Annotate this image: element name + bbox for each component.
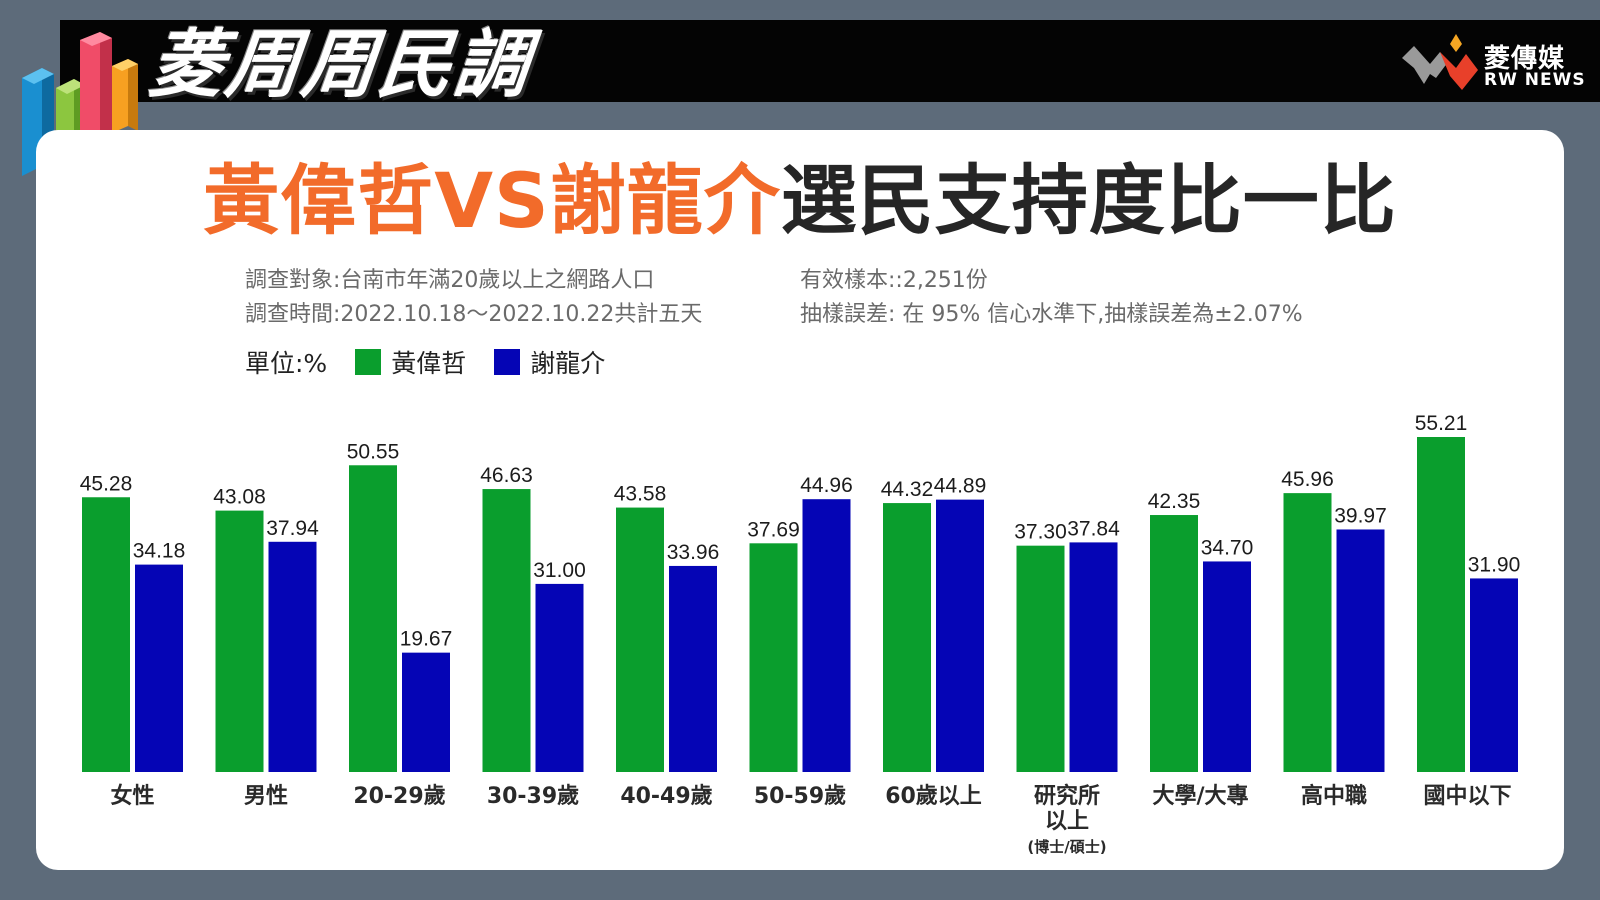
data-label: 34.70 — [1201, 536, 1254, 559]
data-label: 44.32 — [881, 478, 934, 501]
logo-name: 菱傳媒 — [1484, 44, 1566, 74]
bar-huang — [616, 507, 664, 772]
category-label: 50-59歲 — [754, 784, 846, 809]
survey-target: 調查對象:台南市年滿20歲以上之網路人口 — [245, 268, 655, 293]
category-label: 男性 — [244, 784, 288, 809]
data-label: 37.84 — [1067, 517, 1120, 540]
data-label: 50.55 — [347, 440, 400, 463]
data-label: 45.28 — [80, 472, 133, 495]
page-title: 黃偉哲VS謝龍介選民支持度比一比 — [0, 156, 1600, 246]
data-label: 37.69 — [747, 518, 800, 541]
legend-label-hsieh: 謝龍介 — [530, 349, 606, 378]
data-label: 37.30 — [1014, 521, 1067, 544]
data-label: 45.96 — [1281, 468, 1334, 491]
category-label: 大學/大專 — [1152, 783, 1248, 809]
survey-period: 調查時間:2022.10.18～2022.10.22共計五天 — [245, 302, 703, 327]
legend-swatch-green — [355, 349, 382, 375]
bar-huang — [883, 503, 931, 772]
chart-legend: 單位:% 黃偉哲 謝龍介 — [245, 344, 605, 380]
data-label: 34.18 — [133, 540, 186, 563]
legend-swatch-blue — [494, 349, 521, 375]
bar-huang — [1417, 437, 1465, 772]
category-label: 高中職 — [1301, 783, 1367, 809]
unit-label: 單位:% — [245, 349, 328, 378]
bar-hsieh — [402, 652, 450, 772]
title-topic: 選民支持度比一比 — [780, 156, 1397, 245]
bar-hsieh — [936, 499, 984, 772]
category-label-line2: 以上 — [1045, 809, 1089, 834]
bar-huang — [1283, 493, 1332, 772]
survey-sample: 有效樣本::2,251份 — [800, 268, 988, 293]
bar-hsieh — [135, 564, 183, 772]
data-label: 39.97 — [1334, 504, 1387, 527]
data-label: 42.35 — [1148, 490, 1201, 513]
logo-subtitle: RW NEWS — [1484, 70, 1586, 90]
title-candidates: 黃偉哲VS謝龍介 — [203, 156, 781, 245]
bar-huang — [482, 489, 531, 772]
bar-hsieh — [1069, 542, 1118, 772]
bar-huang — [215, 510, 264, 772]
bar-huang — [1150, 515, 1198, 772]
header-bar — [60, 20, 1600, 102]
data-label: 37.94 — [266, 517, 319, 540]
data-label: 31.00 — [533, 559, 586, 582]
survey-error: 抽樣誤差: 在 95% 信心水準下,抽樣誤差為±2.07% — [800, 302, 1303, 327]
data-label: 33.96 — [667, 541, 720, 564]
data-label: 19.67 — [400, 628, 453, 651]
data-label: 31.90 — [1468, 553, 1521, 576]
bar-hsieh — [802, 499, 851, 772]
bar-hsieh — [669, 565, 717, 772]
bar-huang — [349, 465, 397, 772]
category-label: 60歲以上 — [885, 784, 982, 809]
bar-hsieh — [1336, 529, 1385, 772]
category-label: 20-29歲 — [353, 784, 445, 809]
category-label: 研究所 — [1034, 783, 1100, 809]
bar-huang — [749, 543, 798, 772]
data-label: 55.21 — [1415, 412, 1468, 435]
category-label: 女性 — [110, 783, 154, 809]
bar-hsieh — [1470, 578, 1518, 772]
rw-news-logo-icon — [1402, 34, 1478, 90]
bar-hsieh — [535, 583, 584, 772]
category-label: 國中以下 — [1423, 784, 1511, 809]
category-note: (博士/碩士) — [1027, 838, 1106, 856]
data-label: 44.96 — [800, 474, 853, 497]
data-label: 46.63 — [480, 464, 533, 487]
data-label: 43.58 — [614, 483, 667, 506]
legend-label-huang: 黃偉哲 — [391, 349, 467, 378]
bar-huang — [1016, 545, 1065, 772]
bar-hsieh — [1203, 561, 1251, 772]
data-label: 44.89 — [934, 475, 987, 498]
bar-huang — [82, 497, 130, 772]
category-label: 40-49歲 — [620, 784, 712, 809]
data-label: 43.08 — [213, 486, 266, 509]
category-label: 30-39歲 — [487, 784, 579, 809]
bar-hsieh — [268, 541, 317, 772]
